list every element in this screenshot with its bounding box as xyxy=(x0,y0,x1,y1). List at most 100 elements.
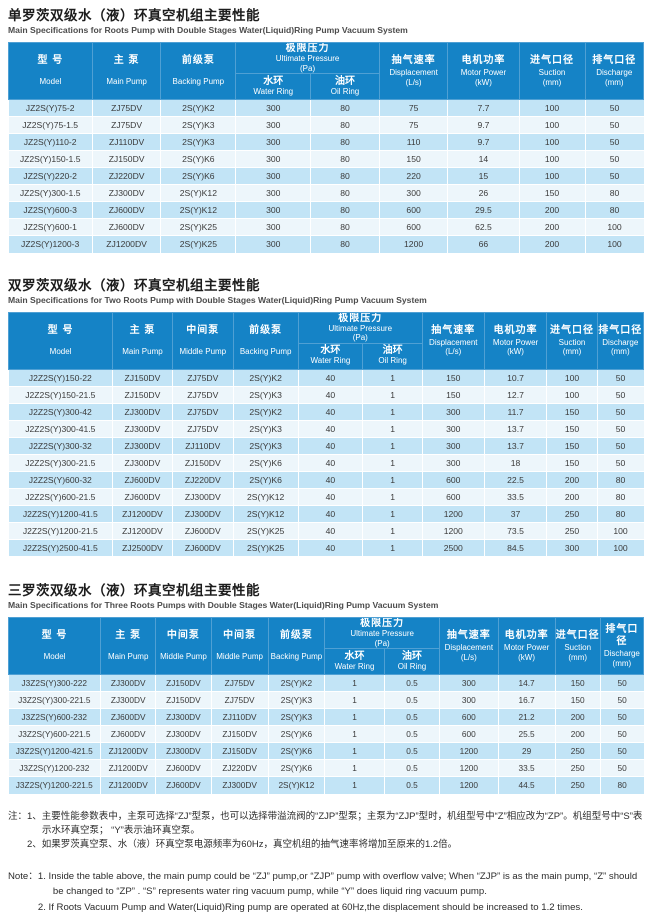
cell: 50 xyxy=(585,150,644,168)
cell: 80 xyxy=(585,201,644,219)
cell: 50 xyxy=(597,385,644,403)
cell: 100 xyxy=(546,368,598,386)
cell: 50 xyxy=(585,167,644,185)
cell: J2Z2S(Y)300-41.5 xyxy=(8,419,114,437)
cell: 2S(Y)K12 xyxy=(160,201,237,219)
cell: 300 xyxy=(235,201,312,219)
cell: ZJ600DV xyxy=(172,538,234,556)
cell: 1 xyxy=(362,385,423,403)
cell: J2Z2S(Y)2500-41.5 xyxy=(8,538,114,556)
cell: JZ2S(Y)600-3 xyxy=(8,201,93,219)
cell: 2S(Y)K2 xyxy=(233,402,299,420)
cell: 9.7 xyxy=(447,133,520,151)
cell: ZJ150DV xyxy=(172,453,234,471)
cell: 150 xyxy=(546,402,598,420)
cell: 80 xyxy=(585,184,644,202)
cell: J2Z2S(Y)300-21.5 xyxy=(8,453,114,471)
cell: 80 xyxy=(600,776,644,794)
cell: 1200 xyxy=(439,759,499,777)
cell: J3Z2S(Y)1200-421.5 xyxy=(8,742,102,760)
cell: ZJ150DV xyxy=(112,368,173,386)
header-text: 极限压力 xyxy=(285,43,330,55)
header-text: 型 号 xyxy=(37,55,64,67)
header-text: 油环 xyxy=(335,75,356,87)
cell: J2Z2S(Y)300-32 xyxy=(8,436,114,454)
cell: 300 xyxy=(422,419,485,437)
cell: 2S(Y)K12 xyxy=(160,184,237,202)
cell: 1 xyxy=(362,402,423,420)
cell: 300 xyxy=(422,436,485,454)
cell: 100 xyxy=(519,116,586,134)
cell: 0.5 xyxy=(384,742,441,760)
cell: 1 xyxy=(362,368,423,386)
cell: ZJ220DV xyxy=(172,470,234,488)
cell: 50 xyxy=(600,725,644,743)
cell: 0.5 xyxy=(384,776,441,794)
column-header: 型 号 Model xyxy=(7,311,114,370)
cell: 250 xyxy=(555,759,601,777)
cell: 80 xyxy=(597,487,644,505)
cell: 2S(Y)K6 xyxy=(160,150,237,168)
cell: 2S(Y)K3 xyxy=(233,419,299,437)
cell: 1200 xyxy=(439,776,499,794)
header-text: (mm) xyxy=(604,77,624,87)
cell: 73.5 xyxy=(484,521,548,539)
cell: 300 xyxy=(422,453,485,471)
section-title-zh: 单罗茨双级水（液）环真空机组主要性能 xyxy=(8,8,260,23)
cell: 50 xyxy=(597,368,644,386)
cell: 44.5 xyxy=(498,776,556,794)
table-row: J3Z2S(Y)1200-221.5 ZJ1200DV ZJ600DV ZJ300DV… xyxy=(8,776,644,794)
column-subheader: 油环 Oil Ring xyxy=(362,342,423,370)
section-title-zh: 双罗茨双级水（液）环真空机组主要性能 xyxy=(8,277,260,293)
cell: JZ2S(Y)110-2 xyxy=(8,133,93,151)
cell: 2S(Y)K6 xyxy=(268,759,326,777)
header-text: 油环 xyxy=(382,345,403,357)
table-row: J2Z2S(Y)600-21.5 ZJ600DV ZJ300DV 2S(Y)K12 40… xyxy=(8,487,644,505)
cell: 0.5 xyxy=(384,674,441,692)
header-text: Oil Ring xyxy=(378,356,407,366)
cell: 300 xyxy=(235,167,312,185)
cell: 80 xyxy=(310,184,380,202)
cell: ZJ300DV xyxy=(100,674,157,692)
cell: 16.7 xyxy=(498,691,556,709)
cell: 1 xyxy=(324,708,385,726)
header-text: 水环 xyxy=(320,345,341,357)
cell: 40 xyxy=(298,436,364,454)
cell: 100 xyxy=(597,521,644,539)
note-label: 注： xyxy=(8,810,28,822)
cell: 1200 xyxy=(439,742,499,760)
cell: 40 xyxy=(298,385,364,403)
cell: JZ2S(Y)300-1.5 xyxy=(8,184,93,202)
spec-table-two-roots: 型 号 Model 主 泵 Main Pump 中间泵 Middle Pump 前级泵 Bac… xyxy=(7,311,645,556)
column-subheader: 油环 Oil Ring xyxy=(310,73,380,100)
header-text: 主 泵 xyxy=(129,324,156,336)
cell: 220 xyxy=(379,167,449,185)
cell: 50 xyxy=(600,691,644,709)
cell: ZJ300DV xyxy=(155,742,212,760)
header-text: 进气口径 xyxy=(530,55,575,66)
cell: ZJ300DV xyxy=(92,184,162,202)
table-row: JZ2S(Y)300-1.5 ZJ300DV 2S(Y)K12 300 80 300 26 1… xyxy=(8,184,644,202)
column-header: 中间泵 Middle Pump xyxy=(210,617,269,675)
column-header: 电机功率 Motor Power (kW) xyxy=(497,617,556,675)
spec-table: 型 号 Model 主 泵 Main Pump 中间泵 Middle Pump 中间泵 Mid… xyxy=(7,617,645,794)
cell: 14 xyxy=(447,150,520,168)
cell: 2S(Y)K2 xyxy=(268,674,326,692)
cell: 1 xyxy=(362,521,423,539)
cell: 40 xyxy=(298,419,364,437)
cell: ZJ150DV xyxy=(155,674,212,692)
header-text: Ultimate Pressure xyxy=(350,629,414,638)
cell: 2S(Y)K25 xyxy=(160,218,237,236)
cell: ZJ150DV xyxy=(211,725,269,743)
cell: 100 xyxy=(546,385,598,403)
cell: 2S(Y)K25 xyxy=(233,521,299,539)
cell: 150 xyxy=(546,453,598,471)
cell: 40 xyxy=(298,487,364,505)
cell: 2S(Y)K2 xyxy=(160,99,237,117)
cell: 50 xyxy=(600,759,644,777)
cell: 250 xyxy=(555,742,601,760)
cell: 0.5 xyxy=(384,691,441,709)
cell: 2S(Y)K6 xyxy=(233,453,299,471)
cell: 100 xyxy=(585,235,644,253)
cell: 200 xyxy=(519,201,586,219)
